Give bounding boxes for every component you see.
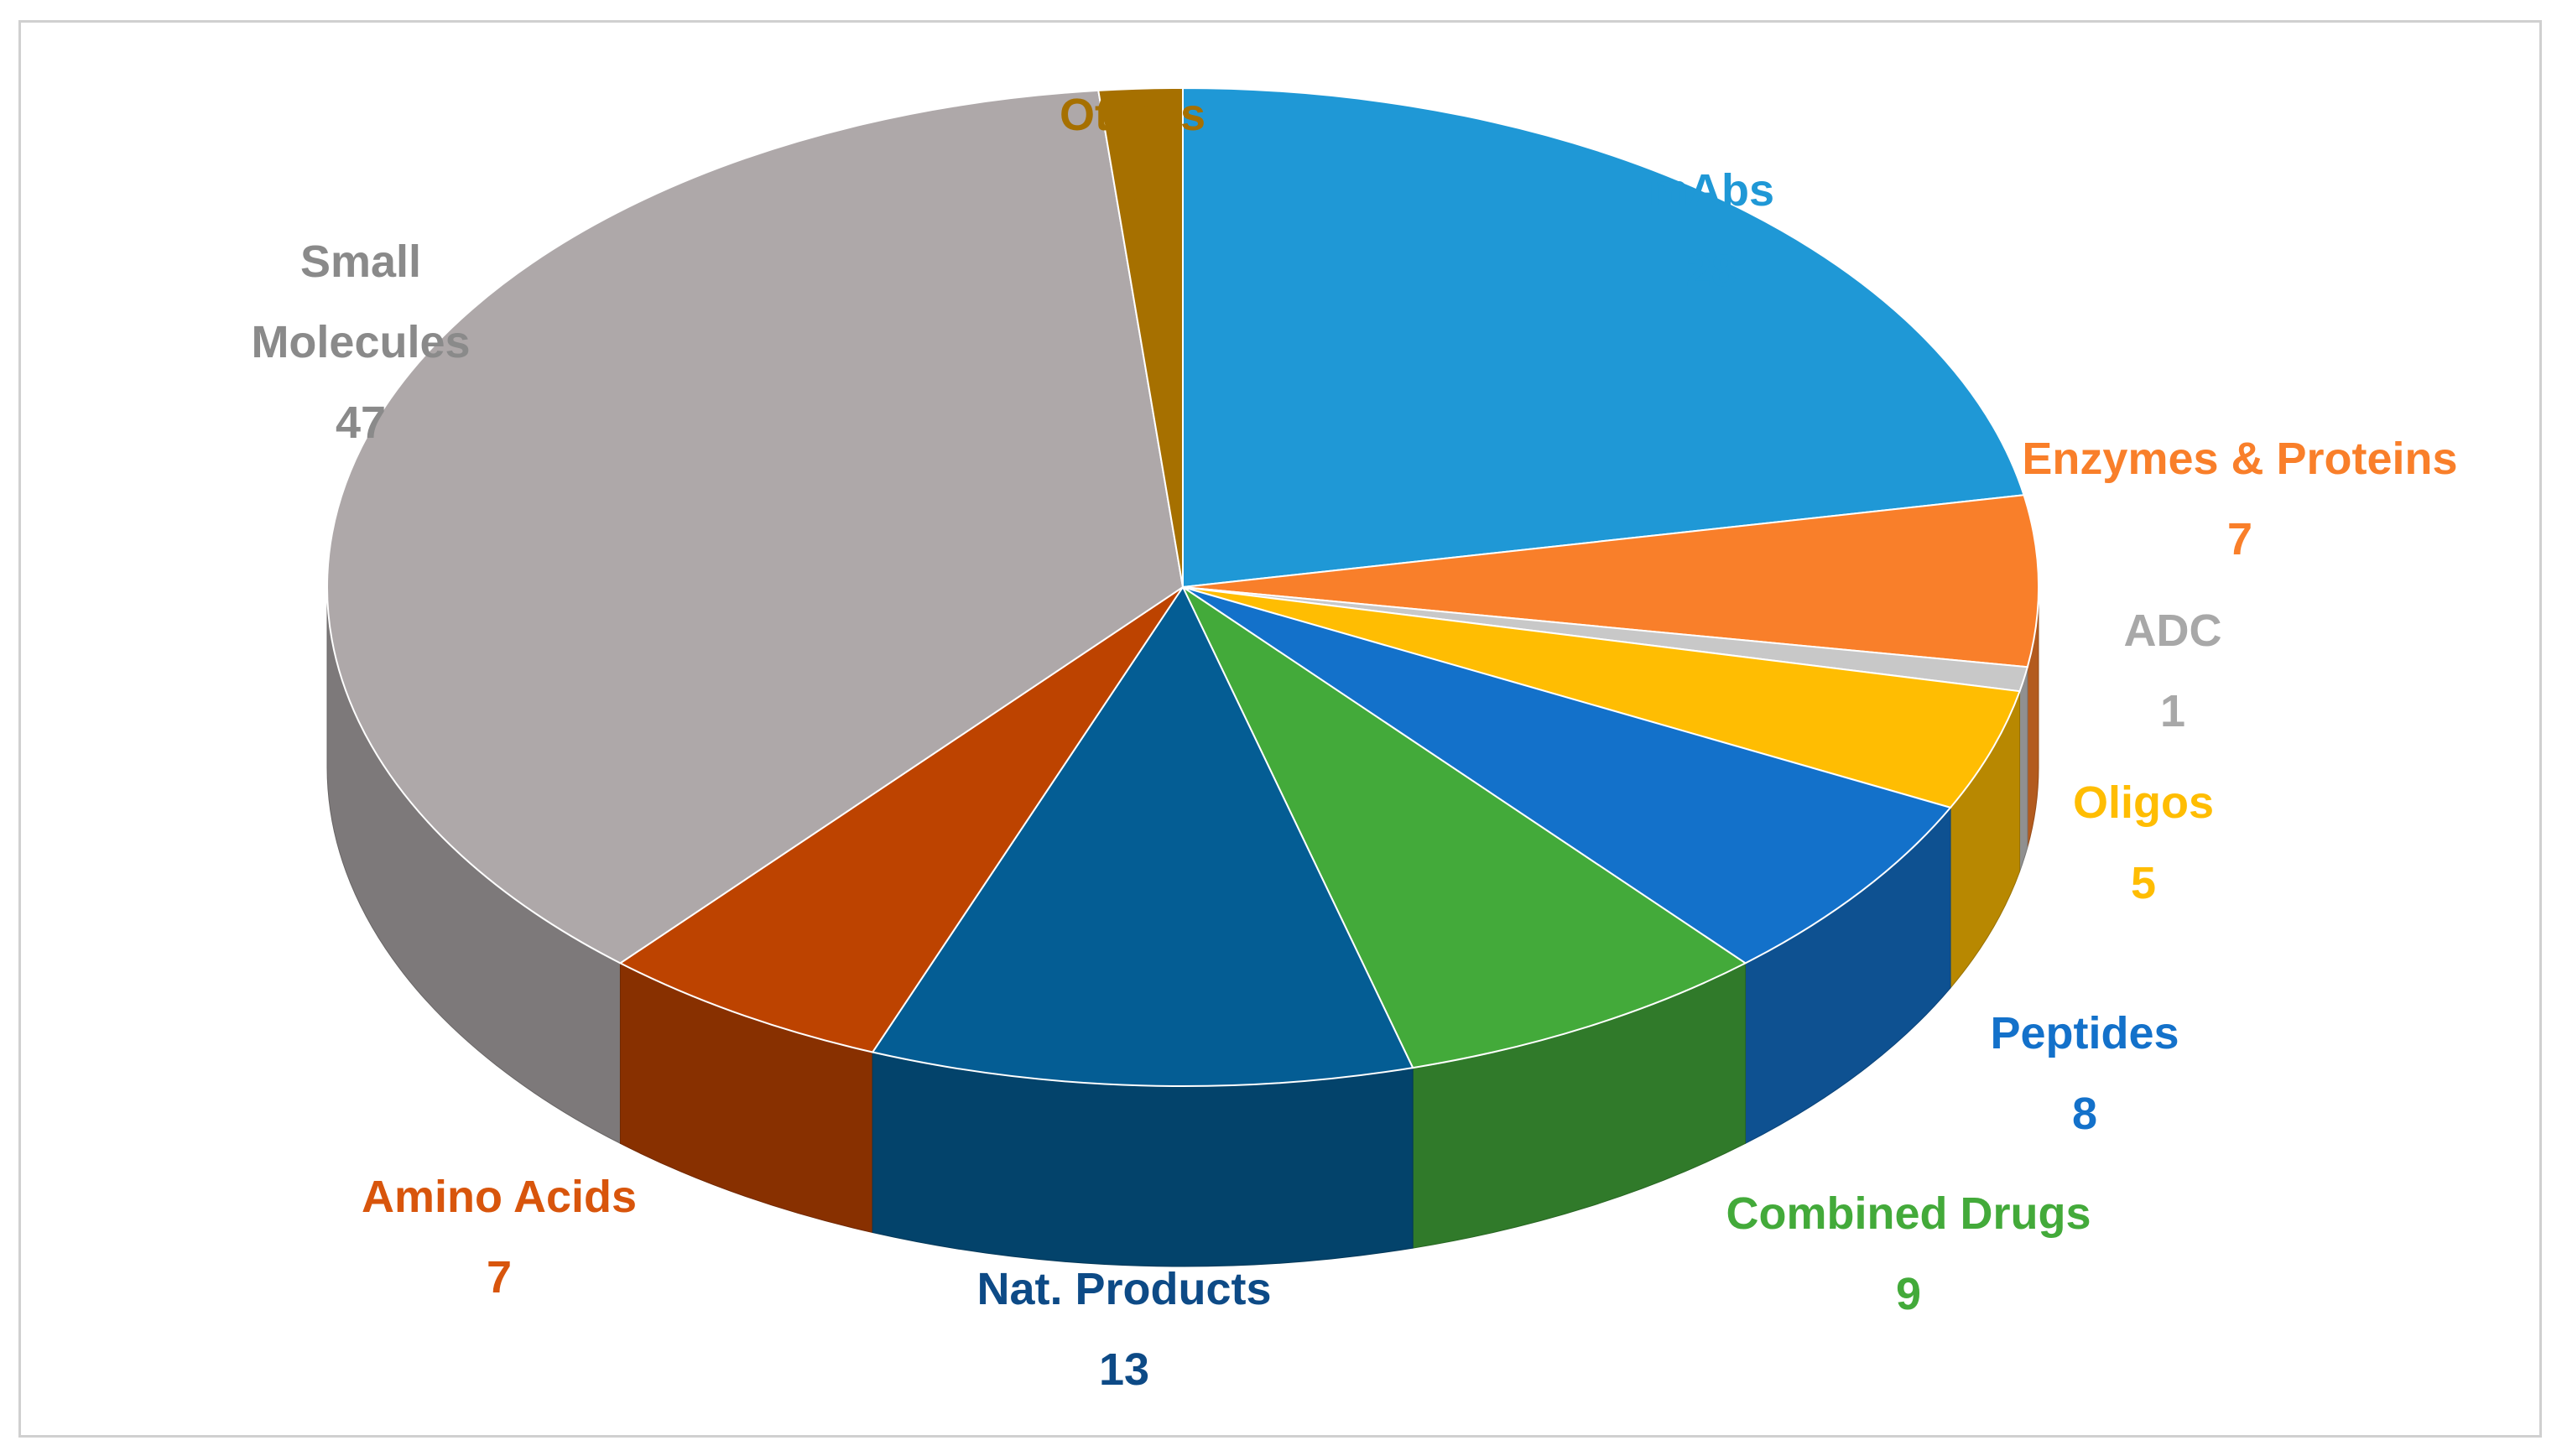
slice-label-value: 28 [1686,246,1737,296]
pie-slice-amino-acids [618,586,1184,1053]
slice-label-value: 1 [2160,686,2185,736]
slice-label-mabs: mAbs 28 [1648,165,1774,296]
slice-label-value: 2 [1120,170,1145,221]
slice-label-name: Peptides [1990,1008,2179,1058]
slice-label-peptides: Peptides 8 [1990,1008,2179,1139]
slice-label-name: Enzymes & Proteins [2022,434,2457,484]
slice-label-name: Combined Drugs [1726,1188,2091,1239]
slice-label-value: 9 [1896,1269,1921,1319]
slice-label-value: 13 [1099,1344,1149,1395]
slice-label-value: 7 [487,1252,512,1303]
slice-label-amino-acids: Amino Acids 7 [362,1172,637,1303]
pie-tops [326,86,2039,1087]
slice-label-others: Others 2 [1060,90,1205,221]
slice-label-name: Molecules [251,317,470,367]
pie-slice-peptides [1182,586,1952,965]
slice-label-name: Oligos [2073,777,2214,828]
pie-slice-combined-drugs [1180,585,1747,1069]
slice-label-combined-drugs: Combined Drugs 9 [1726,1188,2091,1319]
slice-label-value: 5 [2131,858,2156,908]
pie-slice-nat-products [871,585,1414,1087]
slice-label-oligos: Oligos 5 [2073,777,2214,908]
pie-slice-small-molecules [326,89,1185,965]
slice-label-adc: ADC 1 [2124,606,2222,736]
slice-label-name: ADC [2124,606,2222,656]
slice-label-name: mAbs [1648,165,1774,216]
pie-slice-mabs [1182,86,2025,589]
slice-label-name: Others [1060,90,1205,140]
slice-label-name: Nat. Products [976,1264,1271,1314]
slice-label-small-molecules: Small Molecules 47 [251,237,470,448]
slice-label-value: 8 [2072,1089,2097,1139]
slice-label-value: 7 [2227,514,2252,564]
slice-label-name: Small [300,237,421,287]
pie-slice-enzymes-proteins [1182,494,2039,668]
pie-sides [326,586,2039,1267]
slice-label-enzymes-proteins: Enzymes & Proteins 7 [2022,434,2457,564]
pie-slice-others [1097,86,1184,588]
pie-slice-oligos [1182,586,2021,809]
slice-label-value: 47 [336,398,386,448]
slice-label-nat-products: Nat. Products 13 [976,1264,1271,1395]
slice-label-name: Amino Acids [362,1172,637,1222]
pie-side-adc [2019,667,2028,872]
